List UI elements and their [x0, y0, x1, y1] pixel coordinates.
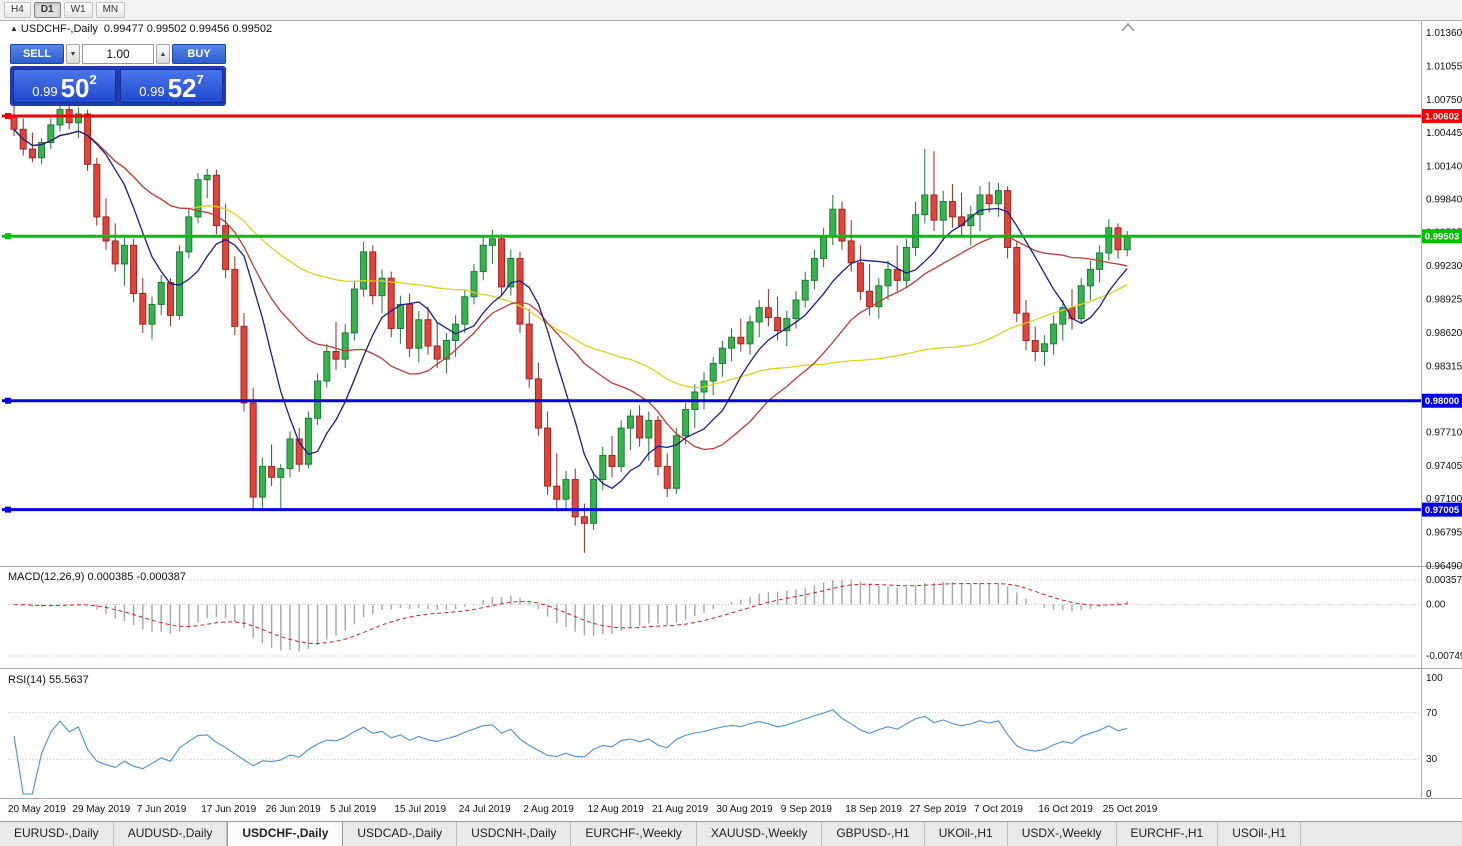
chart-tab-usdcnh-daily[interactable]: USDCNH-,Daily — [457, 822, 572, 846]
svg-text:7 Oct 2019: 7 Oct 2019 — [974, 804, 1023, 815]
chart-tab-bar: EURUSD-,Daily AUDUSD-,Daily USDCHF-,Daily U… — [0, 821, 1462, 846]
chart-tab-ukoil-h1[interactable]: UKOil-,H1 — [925, 822, 1008, 846]
rsi-name: RSI(14) — [8, 674, 46, 686]
chart-tab-xauusd-weekly[interactable]: XAUUSD-,Weekly — [697, 822, 823, 846]
chart-tab-gbpusd-h1[interactable]: GBPUSD-,H1 — [822, 822, 925, 846]
svg-text:30 Aug 2019: 30 Aug 2019 — [716, 804, 773, 815]
svg-text:0: 0 — [1426, 789, 1432, 800]
svg-text:9 Sep 2019: 9 Sep 2019 — [781, 804, 833, 815]
volume-down-icon: ▼ — [69, 50, 77, 58]
chart-tab-eurusd-daily[interactable]: EURUSD-,Daily — [0, 822, 114, 846]
buy-price-pips: 52 — [167, 73, 197, 103]
buy-price-integer: 0.99 — [139, 84, 165, 99]
timeframe-button-h4[interactable]: H4 — [4, 2, 31, 18]
sell-button[interactable]: SELL — [10, 44, 64, 64]
svg-text:0.98925: 0.98925 — [1426, 295, 1462, 306]
svg-text:0.98315: 0.98315 — [1426, 361, 1462, 372]
chart-tab-usdcad-daily[interactable]: USDCAD-,Daily — [343, 822, 458, 846]
sell-price-integer: 0.99 — [32, 84, 58, 99]
svg-text:21 Aug 2019: 21 Aug 2019 — [652, 804, 709, 815]
macd-values: 0.000385 -0.000387 — [87, 571, 186, 583]
svg-text:1.01055: 1.01055 — [1426, 61, 1462, 72]
svg-text:0.96490: 0.96490 — [1426, 561, 1462, 572]
svg-text:0.96795: 0.96795 — [1426, 528, 1462, 539]
chart-tab-usoil-h1[interactable]: USOil-,H1 — [1218, 822, 1302, 846]
buy-button[interactable]: BUY — [172, 44, 226, 64]
timeframe-button-d1[interactable]: D1 — [33, 2, 61, 18]
svg-text:7 Jun 2019: 7 Jun 2019 — [137, 804, 187, 815]
svg-text:17 Jun 2019: 17 Jun 2019 — [201, 804, 256, 815]
svg-text:-0.00749: -0.00749 — [1426, 651, 1462, 662]
svg-text:1.01360: 1.01360 — [1426, 28, 1462, 39]
svg-text:0.97005: 0.97005 — [1425, 505, 1460, 516]
svg-text:0.00: 0.00 — [1426, 600, 1446, 611]
svg-text:0.98620: 0.98620 — [1426, 328, 1462, 339]
svg-text:0.99840: 0.99840 — [1426, 194, 1462, 205]
chart-tab-audusd-daily[interactable]: AUDUSD-,Daily — [114, 822, 228, 846]
chart-tab-eurchf-h1[interactable]: EURCHF-,H1 — [1117, 822, 1219, 846]
svg-text:0.99503: 0.99503 — [1425, 232, 1459, 243]
macd-indicator-label: MACD(12,26,9) 0.000385 -0.000387 — [8, 571, 186, 583]
svg-text:0.99230: 0.99230 — [1426, 261, 1462, 272]
svg-text:1.00445: 1.00445 — [1426, 128, 1462, 139]
svg-text:26 Jun 2019: 26 Jun 2019 — [266, 804, 321, 815]
svg-text:100: 100 — [1426, 673, 1443, 684]
trade-controls-row: SELL ▼ ▲ BUY — [10, 44, 226, 64]
rsi-value: 55.5637 — [48, 674, 89, 686]
timeframe-button-mn[interactable]: MN — [95, 2, 126, 18]
svg-text:0.97100: 0.97100 — [1426, 494, 1462, 505]
svg-text:1.00750: 1.00750 — [1426, 95, 1462, 106]
svg-text:0.003574: 0.003574 — [1426, 575, 1462, 586]
volume-input[interactable] — [82, 44, 154, 64]
buy-price-display[interactable]: 0.99 52 7 — [120, 69, 223, 103]
sell-price-display[interactable]: 0.99 50 2 — [13, 69, 116, 103]
volume-decrease-button[interactable]: ▼ — [66, 44, 80, 64]
svg-text:0.97710: 0.97710 — [1426, 427, 1462, 438]
svg-text:25 Oct 2019: 25 Oct 2019 — [1103, 804, 1158, 815]
svg-text:5 Jul 2019: 5 Jul 2019 — [330, 804, 377, 815]
chart-tab-usdchf-daily[interactable]: USDCHF-,Daily — [227, 822, 344, 846]
svg-text:30: 30 — [1426, 754, 1438, 765]
svg-text:2 Aug 2019: 2 Aug 2019 — [523, 804, 574, 815]
sell-price-point: 2 — [89, 72, 97, 87]
svg-text:24 Jul 2019: 24 Jul 2019 — [459, 804, 511, 815]
rsi-indicator-label: RSI(14) 55.5637 — [8, 674, 89, 686]
chart-tab-usdx-weekly[interactable]: USDX-,Weekly — [1008, 822, 1117, 846]
svg-text:0.97405: 0.97405 — [1426, 461, 1462, 472]
svg-text:16 Oct 2019: 16 Oct 2019 — [1038, 804, 1093, 815]
volume-increase-button[interactable]: ▲ — [156, 44, 170, 64]
timeframe-button-w1[interactable]: W1 — [63, 2, 93, 18]
sell-price-pips: 50 — [60, 73, 90, 103]
svg-text:15 Jul 2019: 15 Jul 2019 — [394, 804, 446, 815]
chart-ohlc-values: 0.99477 0.99502 0.99456 0.99502 — [103, 23, 273, 35]
svg-text:0.98000: 0.98000 — [1425, 396, 1459, 407]
buy-price-point: 7 — [196, 72, 204, 87]
trade-quotes-row: 0.99 50 2 0.99 52 7 — [10, 66, 226, 106]
svg-text:12 Aug 2019: 12 Aug 2019 — [588, 804, 645, 815]
chart-tab-eurchf-weekly[interactable]: EURCHF-,Weekly — [571, 822, 697, 846]
svg-text:20 May 2019: 20 May 2019 — [8, 804, 66, 815]
volume-up-icon: ▲ — [159, 50, 167, 58]
svg-text:29 May 2019: 29 May 2019 — [72, 804, 130, 815]
svg-text:18 Sep 2019: 18 Sep 2019 — [845, 804, 902, 815]
chart-symbol-label: USDCHF-,Daily — [20, 23, 98, 35]
macd-name: MACD(12,26,9) — [8, 571, 85, 583]
symbol-marker-icon: ▲ — [10, 24, 18, 33]
svg-text:1.00140: 1.00140 — [1426, 162, 1462, 173]
timeframe-toolbar: H4 D1 W1 MN — [0, 0, 1462, 21]
svg-text:70: 70 — [1426, 708, 1438, 719]
svg-text:1.00602: 1.00602 — [1425, 111, 1459, 122]
chart-header: ▲ USDCHF-,Daily 0.99477 0.99502 0.99456 0.… — [10, 23, 272, 35]
svg-text:27 Sep 2019: 27 Sep 2019 — [910, 804, 967, 815]
